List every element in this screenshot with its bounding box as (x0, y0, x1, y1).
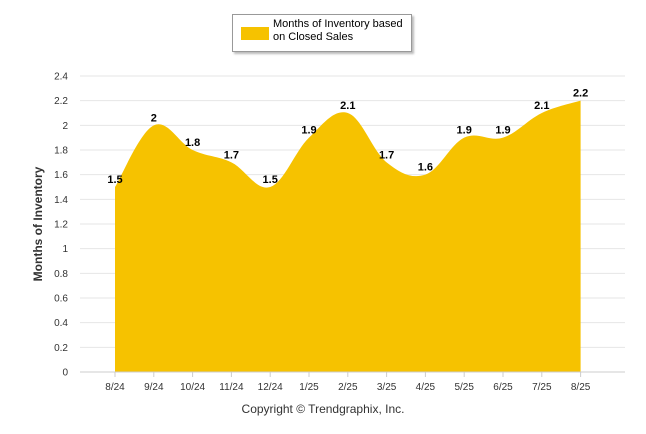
y-tick-label: 2.2 (54, 96, 68, 107)
y-tick-label: 0 (62, 368, 68, 379)
data-label: 1.5 (107, 174, 122, 186)
y-tick-label: 1.4 (54, 195, 68, 206)
data-label: 1.9 (301, 125, 316, 137)
x-tick-label: 8/24 (105, 382, 125, 393)
x-tick-label: 9/24 (144, 382, 164, 393)
x-tick-label: 3/25 (377, 382, 397, 393)
data-label: 1.6 (418, 162, 433, 174)
legend-swatch (241, 27, 269, 40)
data-label: 2.1 (534, 100, 549, 112)
y-tick-label: 1.8 (54, 146, 68, 157)
y-tick-label: 0.4 (54, 318, 68, 329)
x-tick-label: 8/25 (571, 382, 591, 393)
legend: Months of Inventory based on Closed Sale… (232, 14, 412, 52)
x-tick-label: 7/25 (532, 382, 552, 393)
y-tick-label: 0.6 (54, 294, 68, 305)
x-tick-label: 4/25 (416, 382, 436, 393)
data-label: 1.5 (263, 174, 278, 186)
x-tick-label: 1/25 (299, 382, 319, 393)
data-label: 1.9 (495, 125, 510, 137)
y-axis-title: Months of Inventory (31, 166, 45, 281)
y-tick-label: 2 (62, 121, 68, 132)
y-tick-label: 0.2 (54, 343, 68, 354)
y-tick-label: 2.4 (54, 72, 68, 83)
data-label: 2.2 (573, 88, 588, 100)
x-tick-label: 2/25 (338, 382, 358, 393)
x-tick-label: 11/24 (219, 382, 244, 393)
x-tick-label: 12/24 (258, 382, 283, 393)
y-tick-label: 0.8 (54, 269, 68, 280)
legend-label-line-1: Months of Inventory based (273, 18, 403, 30)
data-label: 1.9 (457, 125, 472, 137)
data-label: 2 (151, 112, 157, 124)
copyright-text: Copyright © Trendgraphix, Inc. (241, 402, 405, 416)
x-tick-label: 6/25 (493, 382, 513, 393)
x-tick-label: 5/25 (454, 382, 474, 393)
y-tick-label: 1.6 (54, 170, 68, 181)
legend-label: Months of Inventory based on Closed Sale… (273, 18, 407, 44)
data-label: 1.8 (185, 137, 200, 149)
data-label: 1.7 (224, 149, 239, 161)
y-tick-label: 1.2 (54, 220, 68, 231)
area-series (115, 100, 581, 373)
data-label: 2.1 (340, 100, 355, 112)
data-label: 1.7 (379, 149, 394, 161)
y-tick-label: 1 (62, 244, 68, 255)
x-tick-label: 10/24 (180, 382, 205, 393)
legend-label-line-2: on Closed Sales (273, 31, 354, 43)
